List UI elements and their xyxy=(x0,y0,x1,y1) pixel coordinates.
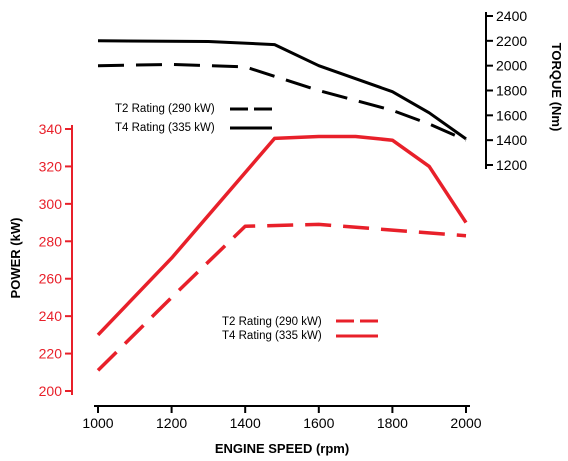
torque-t4-line xyxy=(97,39,467,141)
torque-tick-label: 1800 xyxy=(496,83,527,99)
engine-speed-tick-label: 1400 xyxy=(230,415,261,431)
torque-tick-label: 1200 xyxy=(496,157,527,173)
torque-tick-label: 2400 xyxy=(496,8,527,24)
torque-tick-label: 2000 xyxy=(496,58,527,74)
torque-legend-t2-label: T2 Rating (290 kW) xyxy=(115,103,215,115)
power-axis: 340 320 300 280 260 240 220 200 xyxy=(39,121,73,399)
power-legend-t2-label: T2 Rating (290 kW) xyxy=(222,316,322,328)
power-tick-label: 280 xyxy=(39,233,63,249)
power-tick-label: 240 xyxy=(39,308,63,324)
power-axis-title: POWER (kW) xyxy=(8,218,23,299)
torque-legend: T2 Rating (290 kW) T4 Rating (335 kW) xyxy=(115,103,272,134)
power-tick-label: 300 xyxy=(39,196,63,212)
torque-tick-label: 1400 xyxy=(496,132,527,148)
torque-tick-label: 1600 xyxy=(496,107,527,123)
power-legend-t4-label: T4 Rating (335 kW) xyxy=(222,330,322,342)
torque-axis-title: TORQUE (Nm) xyxy=(549,43,564,132)
torque-axis: 2400 2200 2000 1800 1600 1400 1200 xyxy=(485,8,527,173)
engine-speed-axis-title: ENGINE SPEED (rpm) xyxy=(215,441,349,456)
power-tick-label: 320 xyxy=(39,158,63,174)
torque-tick-label: 2200 xyxy=(496,33,527,49)
power-t2-line xyxy=(96,222,467,372)
engine-speed-tick-label: 1000 xyxy=(82,415,113,431)
power-tick-label: 260 xyxy=(39,271,63,287)
torque-legend-t4-label: T4 Rating (335 kW) xyxy=(115,122,215,134)
engine-speed-tick-label: 1600 xyxy=(303,415,334,431)
engine-speed-axis: 1000 1200 1400 1600 1800 2000 xyxy=(82,405,482,431)
series-lines xyxy=(96,39,468,372)
engine-speed-tick-label: 1200 xyxy=(156,415,187,431)
engine-speed-tick-label: 1800 xyxy=(377,415,408,431)
power-legend: T2 Rating (290 kW) T4 Rating (335 kW) xyxy=(222,316,378,342)
power-t4-line xyxy=(96,134,468,337)
power-tick-label: 220 xyxy=(39,346,63,362)
power-tick-label: 200 xyxy=(39,383,63,399)
engine-speed-tick-label: 2000 xyxy=(450,415,481,431)
power-tick-label: 340 xyxy=(39,121,63,137)
